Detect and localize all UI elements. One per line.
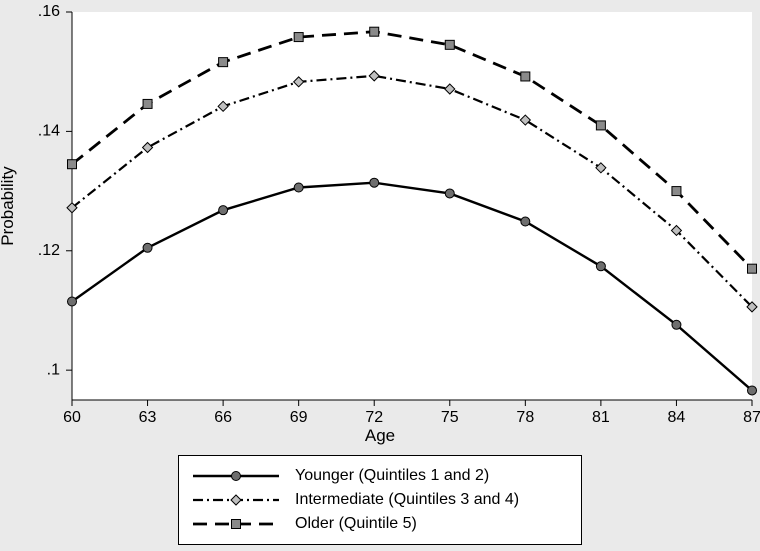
chart-container: .1 .12 .14 .16 60 63 66 69 72 75 78 81 84 87 Probabil… [0, 0, 760, 551]
series-marker-younger [521, 217, 530, 226]
series-marker-younger [219, 206, 228, 215]
x-tick-label: 78 [516, 409, 534, 426]
legend-swatch-intermediate [193, 490, 279, 510]
series-marker-older [521, 72, 530, 81]
series-marker-younger [748, 386, 757, 395]
y-tick-label: .14 [38, 123, 60, 140]
legend-swatch-older [193, 514, 279, 534]
plot-area [72, 12, 752, 400]
series-marker-older [143, 99, 152, 108]
x-tick-label: 81 [592, 409, 610, 426]
series-marker-older [445, 40, 454, 49]
series-marker-younger [445, 189, 454, 198]
legend-label-older: Older (Quintile 5) [295, 515, 417, 533]
x-axis-label: Age [365, 426, 395, 446]
legend: Younger (Quintiles 1 and 2) Intermediate … [178, 455, 582, 545]
y-tick-label: .12 [38, 242, 60, 259]
series-marker-younger [596, 262, 605, 271]
x-tick-label: 84 [668, 409, 686, 426]
y-tick-label: .16 [38, 3, 60, 20]
series-marker-younger [143, 243, 152, 252]
x-tick-label: 75 [441, 409, 459, 426]
series-marker-older [68, 160, 77, 169]
series-marker-older [219, 58, 228, 67]
series-marker-younger [68, 297, 77, 306]
y-tick-label: .1 [47, 361, 60, 378]
x-tick-label: 63 [139, 409, 157, 426]
x-tick-label: 72 [365, 409, 383, 426]
legend-label-intermediate: Intermediate (Quintiles 3 and 4) [295, 491, 519, 509]
series-marker-older [596, 121, 605, 130]
legend-swatch-younger [193, 466, 279, 486]
x-tick-label: 66 [214, 409, 232, 426]
x-tick-label: 60 [63, 409, 81, 426]
legend-row-younger: Younger (Quintiles 1 and 2) [193, 464, 567, 488]
legend-row-intermediate: Intermediate (Quintiles 3 and 4) [193, 488, 567, 512]
x-tick-label: 69 [290, 409, 308, 426]
series-marker-younger [294, 183, 303, 192]
series-marker-older [370, 27, 379, 36]
x-tick-label: 87 [743, 409, 760, 426]
series-marker-older [294, 33, 303, 42]
series-marker-younger [672, 320, 681, 329]
series-marker-younger [370, 178, 379, 187]
series-marker-older [748, 264, 757, 273]
series-marker-older [672, 187, 681, 196]
y-axis-label: Probability [0, 166, 18, 245]
legend-label-younger: Younger (Quintiles 1 and 2) [295, 467, 489, 485]
legend-row-older: Older (Quintile 5) [193, 512, 567, 536]
